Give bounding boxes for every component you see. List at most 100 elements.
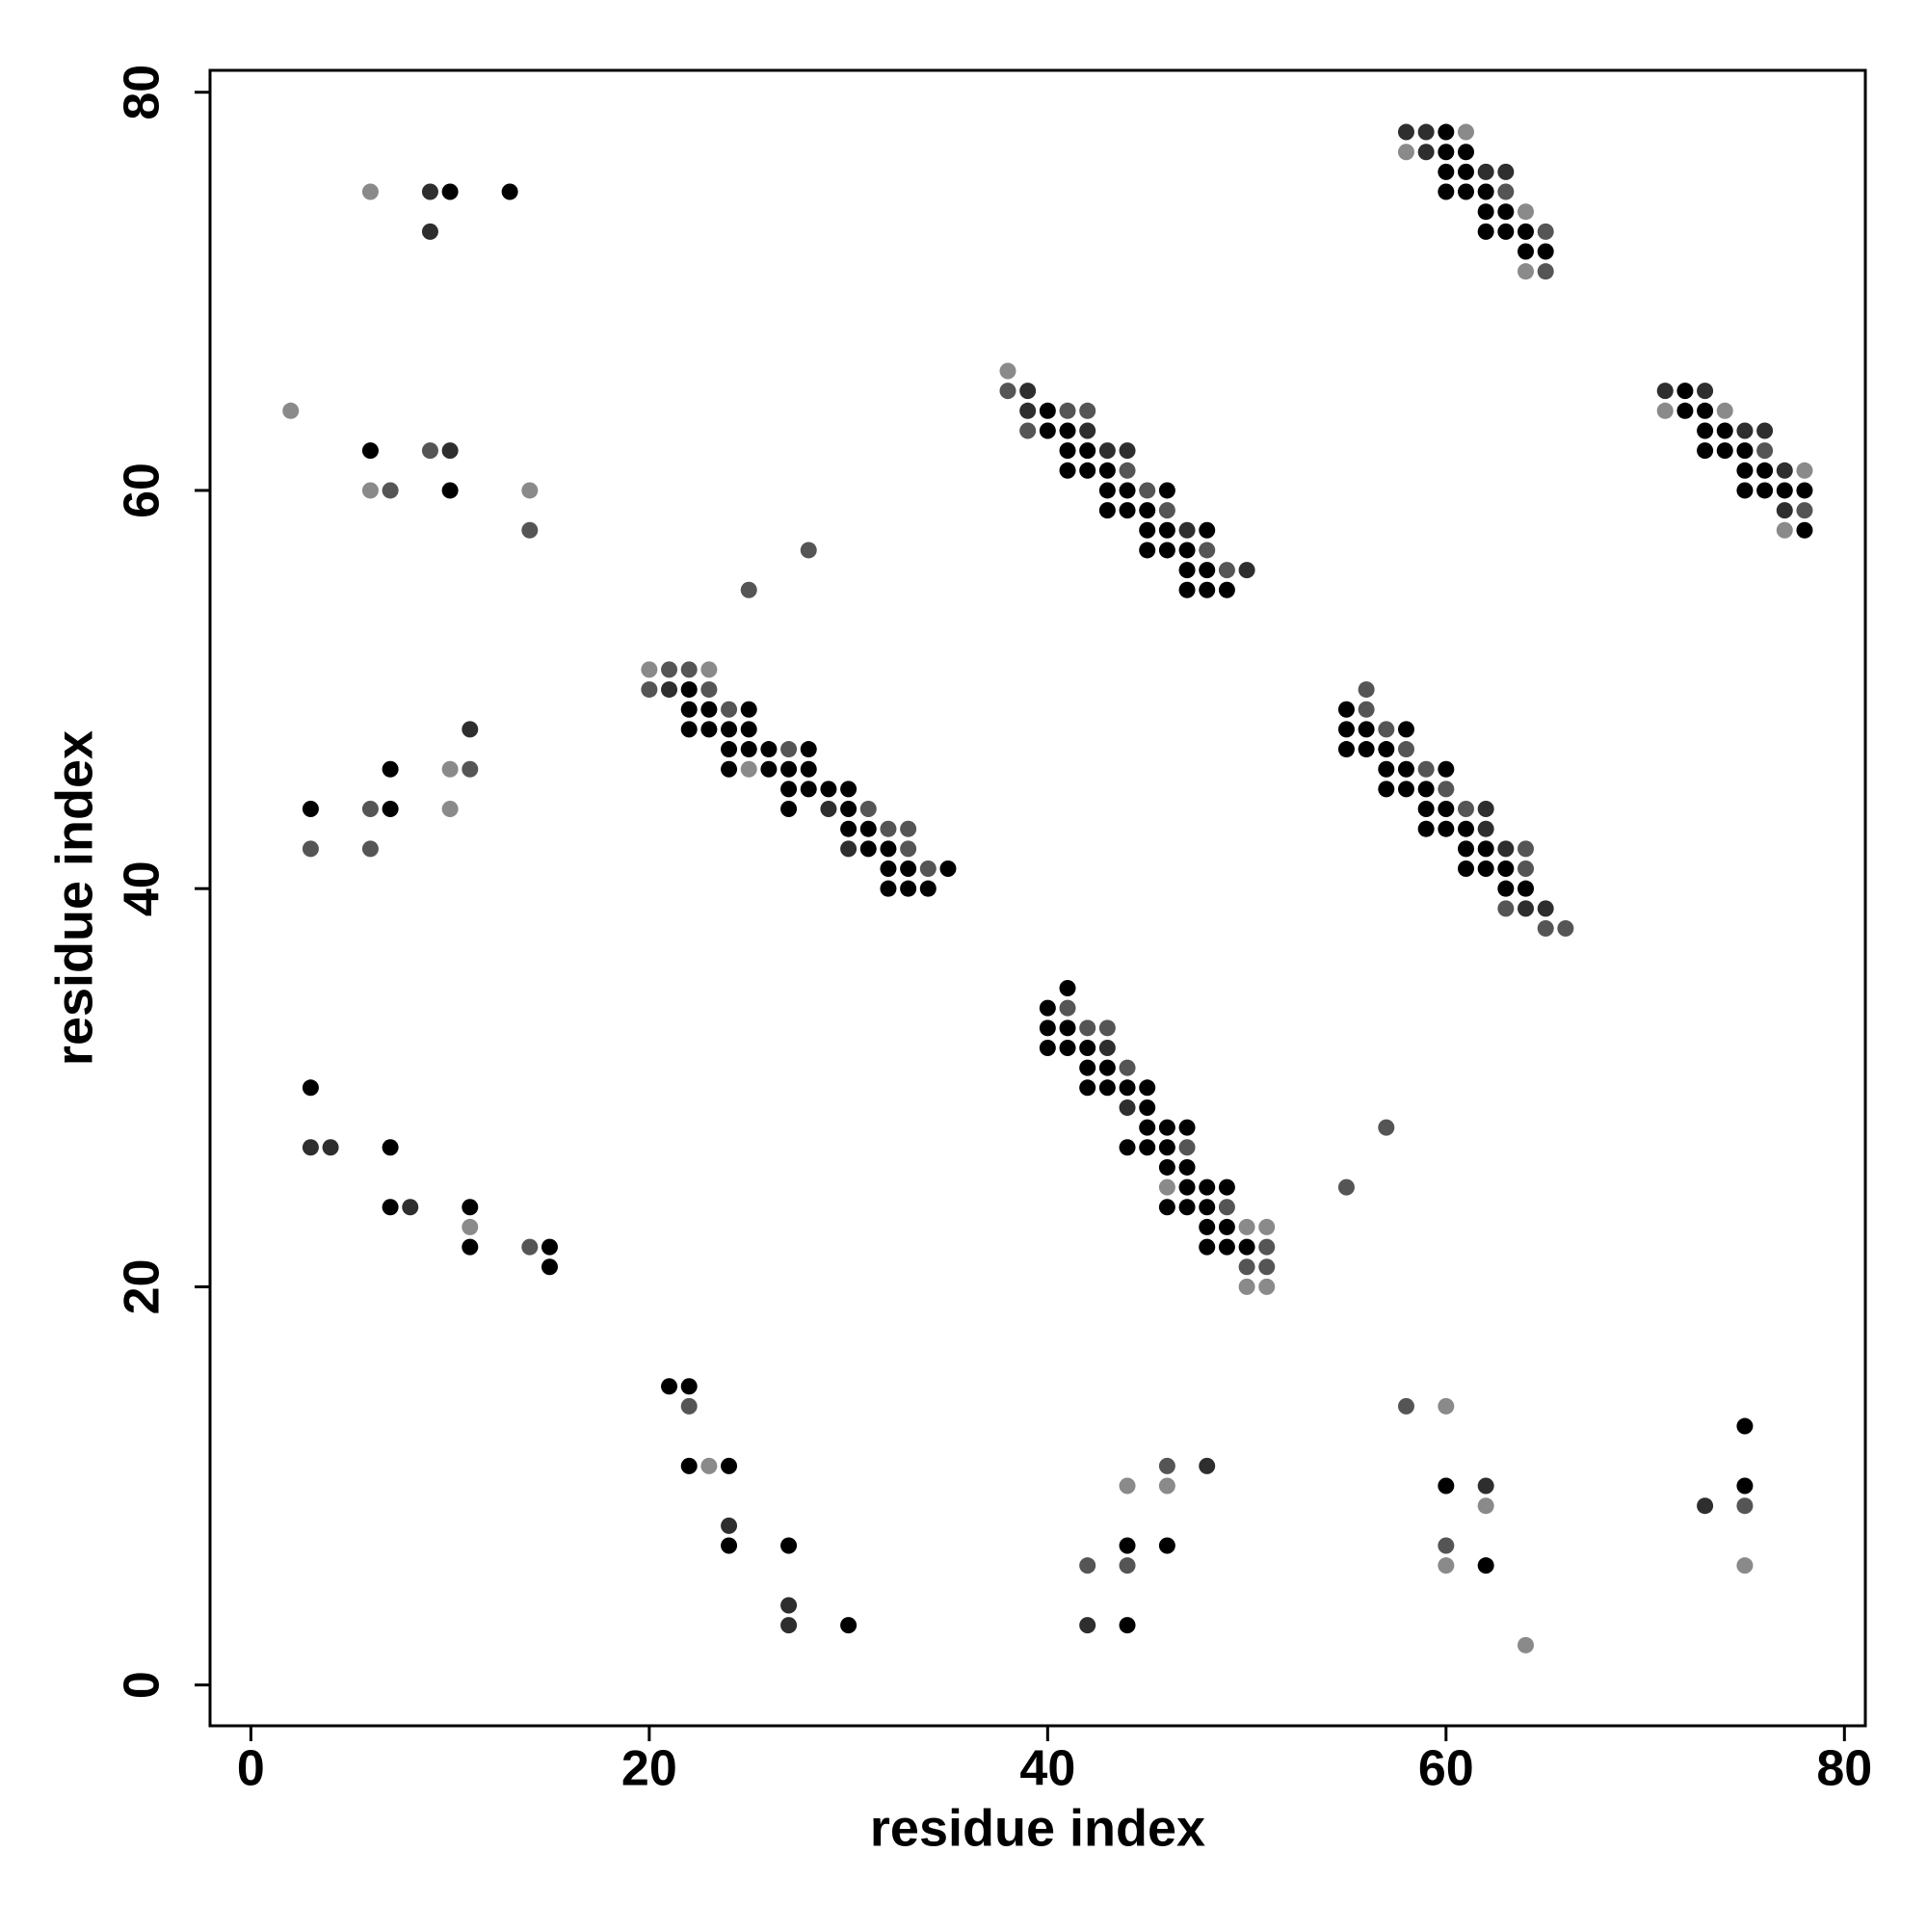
point — [1158, 542, 1175, 559]
point — [1716, 422, 1733, 439]
point — [302, 801, 319, 818]
point — [361, 801, 379, 818]
point — [1397, 123, 1414, 141]
point — [1119, 1059, 1136, 1076]
point — [541, 1238, 558, 1256]
point — [1258, 1218, 1276, 1235]
point — [1199, 562, 1216, 579]
point — [1079, 442, 1096, 460]
point — [1776, 482, 1793, 499]
point — [880, 820, 897, 837]
point — [1199, 581, 1216, 598]
point — [1518, 860, 1535, 878]
point — [859, 820, 877, 837]
point — [1417, 801, 1435, 818]
point — [700, 701, 718, 718]
point — [361, 183, 379, 200]
point — [421, 223, 438, 240]
point — [1796, 462, 1813, 479]
point — [1736, 462, 1754, 479]
point — [1258, 1238, 1276, 1256]
point — [721, 741, 738, 758]
point — [1178, 1178, 1196, 1196]
point — [1438, 1477, 1455, 1495]
point — [661, 661, 678, 678]
point — [1397, 741, 1414, 758]
point — [1059, 1019, 1076, 1037]
point — [1119, 442, 1136, 460]
point — [880, 860, 897, 878]
point — [721, 721, 738, 738]
point — [680, 1378, 698, 1395]
point — [402, 1199, 419, 1216]
x-axis-title: residue index — [870, 1799, 1205, 1857]
x-tick-label: 60 — [1418, 1741, 1474, 1797]
point — [1776, 521, 1793, 539]
point — [800, 542, 817, 559]
point — [1378, 1119, 1395, 1136]
plot-frame — [208, 68, 1867, 1728]
point — [919, 880, 937, 897]
point — [1378, 760, 1395, 778]
point — [1716, 442, 1733, 460]
point — [1518, 243, 1535, 260]
point — [780, 760, 798, 778]
point — [1756, 422, 1774, 439]
point — [1457, 144, 1474, 161]
point — [421, 442, 438, 460]
point — [1199, 1218, 1216, 1235]
point — [740, 760, 757, 778]
point — [721, 1517, 738, 1534]
point — [1258, 1278, 1276, 1295]
point — [462, 1218, 479, 1235]
point — [441, 183, 459, 200]
point — [1079, 1617, 1096, 1634]
point — [1218, 1199, 1235, 1216]
point — [1537, 900, 1554, 917]
point — [1178, 1139, 1196, 1156]
point — [780, 1617, 798, 1634]
point — [700, 681, 718, 699]
point — [721, 1537, 738, 1554]
point — [780, 1537, 798, 1554]
point — [840, 1617, 858, 1634]
point — [1716, 402, 1733, 419]
point — [361, 482, 379, 499]
point — [1199, 1238, 1216, 1256]
point — [1178, 542, 1196, 559]
point — [1358, 681, 1375, 699]
point — [1158, 502, 1175, 519]
point — [1417, 760, 1435, 778]
point — [1158, 521, 1175, 539]
point — [421, 183, 438, 200]
point — [740, 721, 757, 738]
point — [1218, 562, 1235, 579]
point — [700, 721, 718, 738]
point — [1079, 402, 1096, 419]
point — [1438, 1557, 1455, 1575]
point — [1417, 781, 1435, 798]
point — [1676, 383, 1694, 400]
point — [1199, 1178, 1216, 1196]
point — [1139, 502, 1156, 519]
point — [1477, 203, 1494, 221]
x-tick-label: 80 — [1816, 1741, 1872, 1797]
point — [740, 741, 757, 758]
point — [1098, 462, 1116, 479]
point — [1736, 482, 1754, 499]
point — [1158, 1457, 1175, 1474]
point — [1139, 542, 1156, 559]
point — [1158, 1119, 1175, 1136]
point — [1736, 1497, 1754, 1515]
point — [1417, 144, 1435, 161]
point — [1537, 243, 1554, 260]
point — [1438, 1397, 1455, 1415]
point — [1079, 422, 1096, 439]
point — [1039, 1019, 1056, 1037]
point — [999, 362, 1016, 380]
point — [641, 661, 658, 678]
point — [1238, 1258, 1255, 1276]
x-tick-label: 40 — [1019, 1741, 1075, 1797]
point — [680, 681, 698, 699]
